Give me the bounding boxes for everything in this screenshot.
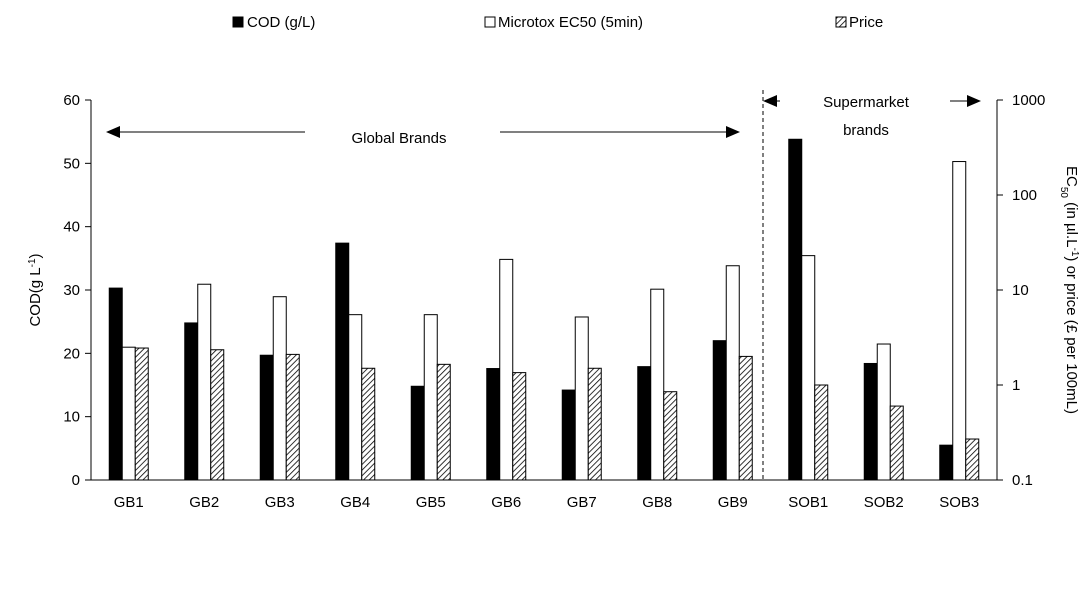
bar-ec50-gb1 xyxy=(121,346,136,481)
right-tick-label: 1000 xyxy=(1012,92,1045,109)
bar-price-sob1 xyxy=(814,384,829,481)
supermarket-label-line1: Supermarket xyxy=(823,94,910,111)
x-axis-labels: GB1 GB2 GB3 GB4 GB5 GB6 GB7 GB8 GB9 SOB1 SOB2 SOB3 xyxy=(114,494,980,511)
left-tick-label: 50 xyxy=(63,155,80,172)
bar-price-gb7 xyxy=(587,367,602,481)
legend: COD (g/L) Microtox EC50 (5min) Price xyxy=(232,14,883,31)
bar-ec50-sob1 xyxy=(801,255,816,481)
bar-cod-gb8 xyxy=(637,366,652,481)
x-tick-label: GB1 xyxy=(114,494,144,511)
bar-ec50-gb7 xyxy=(574,316,589,481)
bar-price-gb1 xyxy=(134,347,149,481)
left-tick-label: 60 xyxy=(63,92,80,109)
legend-swatch-cod xyxy=(232,16,244,28)
right-tick-label: 10 xyxy=(1012,282,1029,299)
x-tick-label: GB2 xyxy=(189,494,219,511)
x-tick-label: GB8 xyxy=(642,494,672,511)
bar-cod-gb1 xyxy=(108,287,123,481)
bar-price-gb8 xyxy=(663,391,678,481)
right-axis-title: EC50 (in µl.L-1) or price (£ per 100mL) xyxy=(1059,166,1081,414)
left-tick-label: 30 xyxy=(63,282,80,299)
bar-price-gb5 xyxy=(436,363,451,481)
bar-price-gb2 xyxy=(210,349,225,481)
x-tick-label: GB5 xyxy=(416,494,446,511)
legend-label-cod: COD (g/L) xyxy=(247,14,315,31)
bar-cod-sob1 xyxy=(788,138,803,481)
bar-ec50-gb2 xyxy=(197,283,212,481)
bar-ec50-gb6 xyxy=(499,258,514,481)
annotation-supermarket-brands: Supermarket brands xyxy=(763,94,981,139)
bar-price-gb9 xyxy=(738,355,753,481)
x-tick-label: SOB3 xyxy=(939,494,979,511)
bar-ec50-sob2 xyxy=(876,343,891,481)
bar-price-gb4 xyxy=(361,367,376,481)
bar-cod-gb6 xyxy=(486,368,501,481)
global-brands-label: Global Brands xyxy=(351,130,446,147)
global-arrow-right-head xyxy=(726,126,740,138)
right-axis-ticks: 0.1 1 10 100 1000 xyxy=(997,92,1045,489)
x-tick-label: GB9 xyxy=(718,494,748,511)
bar-cod-gb3 xyxy=(259,354,274,481)
right-tick-label: 100 xyxy=(1012,187,1037,204)
right-tick-label: 0.1 xyxy=(1012,472,1033,489)
x-tick-label: GB4 xyxy=(340,494,370,511)
left-tick-label: 10 xyxy=(63,409,80,426)
bar-cod-gb4 xyxy=(335,242,350,481)
annotation-global-brands: Global Brands xyxy=(106,126,740,147)
bar-cod-gb7 xyxy=(561,389,576,481)
bar-cod-sob2 xyxy=(863,362,878,481)
bar-ec50-sob3 xyxy=(952,161,967,481)
bar-cod-gb5 xyxy=(410,385,425,481)
bar-cod-gb9 xyxy=(712,340,727,481)
legend-label-price: Price xyxy=(849,14,883,31)
left-tick-label: 20 xyxy=(63,345,80,362)
x-tick-label: GB3 xyxy=(265,494,295,511)
legend-swatch-price xyxy=(835,16,847,28)
left-axis-ticks: 0 10 20 30 40 50 60 xyxy=(63,92,91,489)
left-tick-label: 40 xyxy=(63,219,80,236)
bar-ec50-gb5 xyxy=(423,314,438,481)
x-tick-label: SOB2 xyxy=(864,494,904,511)
left-tick-label: 0 xyxy=(72,472,80,489)
bar-price-sob3 xyxy=(965,438,980,481)
bar-ec50-gb4 xyxy=(348,314,363,481)
bar-price-gb3 xyxy=(285,353,300,481)
global-arrow-left-head xyxy=(106,126,120,138)
x-tick-label: GB6 xyxy=(491,494,521,511)
legend-swatch-ec50 xyxy=(484,16,496,28)
legend-label-ec50: Microtox EC50 (5min) xyxy=(498,14,643,31)
bar-price-gb6 xyxy=(512,372,527,481)
x-tick-label: SOB1 xyxy=(788,494,828,511)
bar-ec50-gb3 xyxy=(272,296,287,481)
left-axis-title: COD(g L-1) xyxy=(27,253,45,326)
bar-cod-gb2 xyxy=(184,322,199,481)
bar-ec50-gb8 xyxy=(650,288,665,481)
super-arrow-right-head xyxy=(967,95,981,107)
bars xyxy=(108,138,980,481)
bar-cod-sob3 xyxy=(939,444,954,481)
super-arrow-left-head xyxy=(763,95,777,107)
bar-price-sob2 xyxy=(889,405,904,481)
x-tick-label: GB7 xyxy=(567,494,597,511)
supermarket-label-line2: brands xyxy=(843,122,889,139)
bar-ec50-gb9 xyxy=(725,265,740,481)
right-tick-label: 1 xyxy=(1012,377,1020,394)
